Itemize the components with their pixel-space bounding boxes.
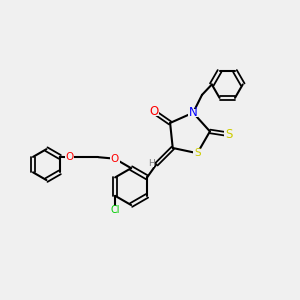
Text: Cl: Cl: [110, 205, 120, 215]
FancyBboxPatch shape: [193, 149, 202, 158]
FancyBboxPatch shape: [110, 154, 119, 163]
FancyBboxPatch shape: [188, 109, 198, 117]
FancyBboxPatch shape: [224, 130, 234, 139]
Text: O: O: [111, 154, 119, 164]
Text: O: O: [149, 105, 158, 118]
Text: H: H: [148, 159, 154, 168]
Text: N: N: [189, 106, 197, 119]
FancyBboxPatch shape: [148, 160, 154, 167]
FancyBboxPatch shape: [65, 153, 74, 161]
Text: O: O: [65, 152, 74, 162]
FancyBboxPatch shape: [149, 107, 158, 116]
FancyBboxPatch shape: [110, 206, 121, 214]
Text: S: S: [194, 148, 201, 158]
Text: S: S: [226, 128, 233, 141]
